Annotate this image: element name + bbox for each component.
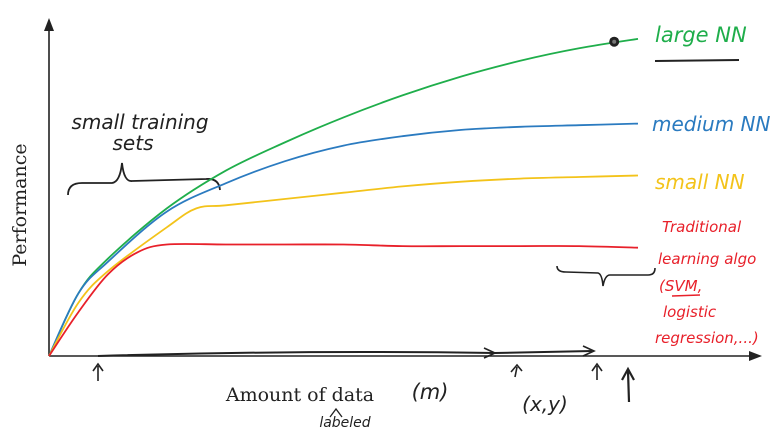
small-training-sets-label-line2: sets — [113, 131, 154, 155]
labeled-caret — [329, 407, 343, 418]
series-label-traditional-line3: (SVM, — [659, 277, 702, 295]
traditional-algo-brace — [556, 265, 656, 287]
small-training-sets-label-line1: small training — [71, 110, 208, 134]
data-amount-arrowhead-1 — [483, 347, 497, 359]
series-label-large-nn: large NN — [655, 23, 747, 47]
series-label-traditional-line2: learning algo — [658, 250, 756, 268]
series-label-traditional-line5: regression,...) — [655, 329, 759, 347]
y-axis-arrowhead — [44, 18, 54, 31]
large-nn-underline — [654, 59, 740, 62]
series-label-small-nn: small NN — [655, 170, 745, 194]
series-line-medium-nn — [48, 122, 639, 357]
small-training-sets-brace — [67, 162, 221, 196]
up-arrow-2 — [510, 363, 523, 378]
series-label-traditional-line4: logistic — [663, 303, 717, 321]
data-amount-arrow — [97, 350, 593, 357]
svm-underline — [671, 294, 701, 297]
large-nn-endpoint-dot-inner — [612, 39, 617, 44]
x-axis-sublabel-labeled: labeled — [319, 415, 370, 431]
x-axis-annotation-m: (m) — [412, 380, 449, 404]
up-arrow-1 — [92, 362, 104, 381]
up-arrow-4 — [621, 366, 635, 403]
series-label-medium-nn: medium NN — [652, 112, 770, 136]
series-line-large-nn — [48, 38, 639, 357]
series-line-traditional-algo — [48, 243, 639, 357]
data-amount-arrowhead-2 — [582, 345, 596, 357]
y-axis-label: Performance — [9, 143, 31, 266]
x-axis-arrowhead — [749, 351, 762, 361]
x-axis-note-xy: (x,y) — [522, 392, 568, 416]
x-axis-label: Amount of data — [225, 384, 374, 406]
series-label-traditional-line1: Traditional — [662, 218, 742, 236]
series-line-small-nn — [48, 174, 639, 357]
up-arrow-3 — [591, 362, 603, 380]
